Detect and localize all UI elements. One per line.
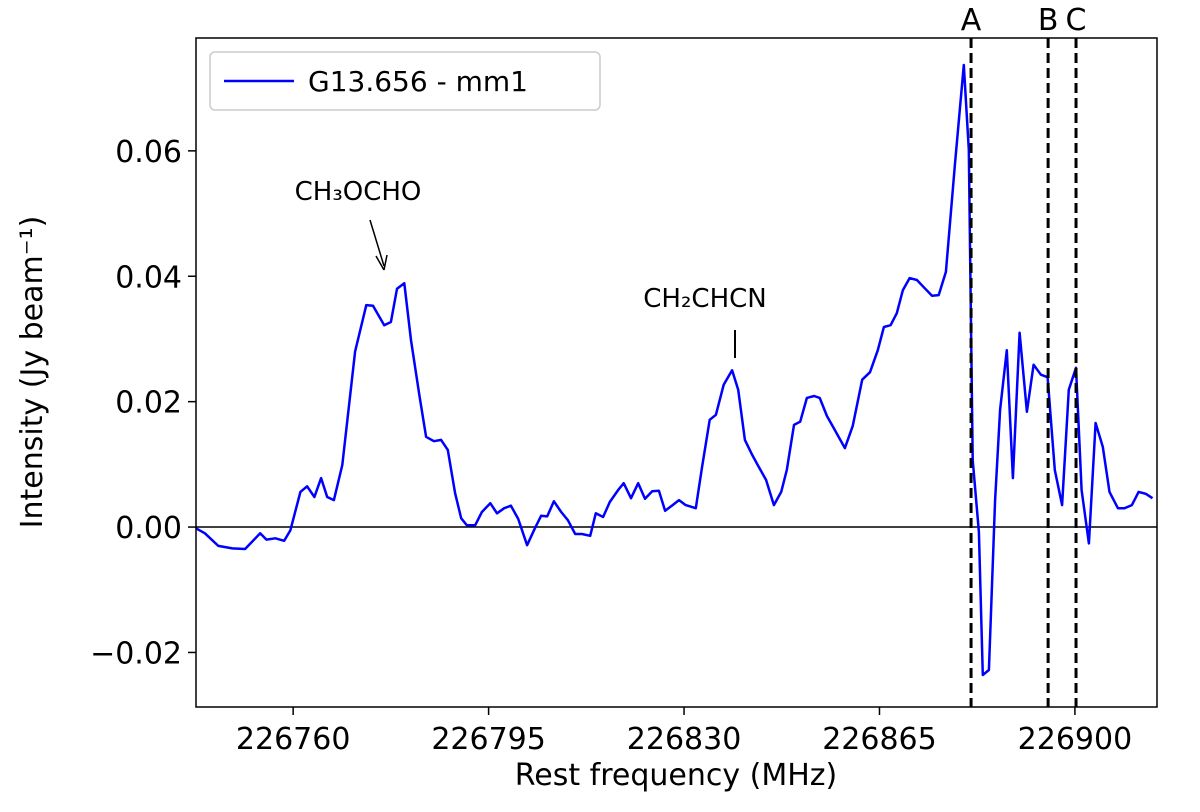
reference-label: A [961,3,982,38]
y-tick-label: 0.06 [115,135,182,170]
x-axis-label: Rest frequency (MHz) [515,758,838,793]
y-tick-label: 0.00 [115,511,182,546]
annotation-arrow [369,219,385,267]
annotation: CH₂CHCN [643,284,766,314]
legend-label: G13.656 - mm1 [308,65,528,98]
y-tick-label: −0.02 [90,636,182,671]
x-tick-label: 226760 [236,722,351,757]
y-tick-label: 0.02 [115,386,182,421]
x-tick-label: 226865 [822,722,937,757]
y-tick-label: 0.04 [115,260,182,295]
plot-frame [195,37,1158,708]
reference-label: B [1038,3,1059,38]
data-line [195,63,1154,677]
x-tick-label: 226830 [627,722,742,757]
y-axis-label: Intensity (Jy beam⁻¹) [15,216,50,529]
annotation-arrowhead [375,254,388,271]
annotation: CH₃OCHO [295,177,422,207]
legend-box [209,51,601,111]
x-tick-label: 226900 [1018,722,1133,757]
x-tick-label: 226795 [431,722,546,757]
reference-label: C [1066,3,1087,38]
